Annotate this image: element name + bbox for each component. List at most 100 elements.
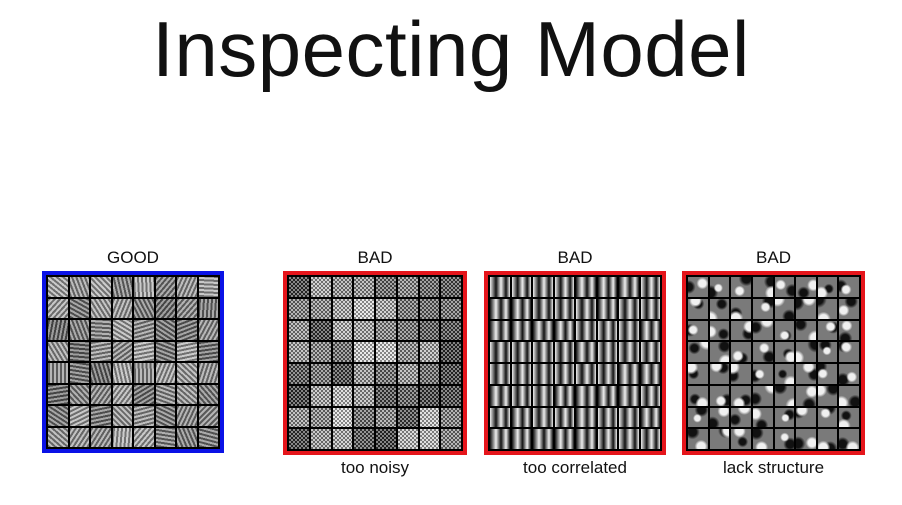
filter-cell <box>376 429 396 449</box>
filter-cell <box>576 298 596 319</box>
filter-cell <box>709 407 730 428</box>
filter-cell <box>796 407 816 428</box>
filter-cell <box>554 364 574 384</box>
filter-cell <box>554 320 574 341</box>
filter-cell <box>752 298 773 319</box>
filter-cell <box>640 385 660 406</box>
filter-cell <box>289 407 309 428</box>
filter-cell <box>376 342 396 362</box>
filter-cell <box>490 364 510 384</box>
filter-cell <box>817 407 838 428</box>
filter-cell <box>441 320 461 341</box>
filter-cell <box>332 407 353 428</box>
filter-cell <box>597 364 617 384</box>
filter-cell <box>332 364 353 384</box>
filter-cell <box>376 320 396 341</box>
panel-too-correlated: BAD too correlated <box>484 248 666 480</box>
filter-cell <box>177 384 197 404</box>
filter-cell <box>310 364 331 384</box>
filter-cell <box>198 341 218 361</box>
filter-cell <box>774 298 795 319</box>
filter-cell <box>69 298 89 318</box>
filter-cell <box>490 277 510 297</box>
filter-cell <box>774 407 795 428</box>
filter-cell <box>112 406 132 426</box>
filter-cell <box>533 429 553 449</box>
filter-cell <box>752 429 773 449</box>
filter-cell <box>289 429 309 449</box>
filter-cell <box>91 363 111 383</box>
filter-cell <box>397 298 418 319</box>
filter-cell <box>533 364 553 384</box>
filter-cell <box>554 429 574 449</box>
filter-cell <box>839 385 859 406</box>
filter-cell <box>731 277 751 297</box>
filter-cell <box>289 342 309 362</box>
filter-cell <box>490 298 510 319</box>
filter-cell <box>134 277 154 297</box>
filter-cell <box>576 364 596 384</box>
filter-cell <box>576 429 596 449</box>
filter-cell <box>619 298 639 319</box>
filter-cell <box>576 385 596 406</box>
filter-cell <box>839 277 859 297</box>
filter-cell <box>533 385 553 406</box>
filter-cell <box>91 406 111 426</box>
filter-cell <box>112 298 132 318</box>
filter-cell <box>817 364 838 384</box>
filter-cell <box>752 385 773 406</box>
filter-cell <box>709 385 730 406</box>
filter-cell <box>177 277 197 297</box>
filter-grid <box>682 271 865 455</box>
filter-cell <box>289 364 309 384</box>
filter-cell <box>91 384 111 404</box>
filter-cell <box>91 427 111 447</box>
filter-cell <box>511 385 531 406</box>
filter-cell <box>69 363 89 383</box>
filter-cell <box>533 320 553 341</box>
filter-cell <box>619 385 639 406</box>
filter-cell <box>796 364 816 384</box>
filter-cell <box>419 385 440 406</box>
filter-cell <box>796 342 816 362</box>
filter-cell <box>112 363 132 383</box>
filter-cell <box>688 277 708 297</box>
filter-cell <box>688 342 708 362</box>
filter-cell <box>69 406 89 426</box>
filter-cell <box>597 298 617 319</box>
filter-cell <box>619 320 639 341</box>
filter-cell <box>419 407 440 428</box>
filter-cell <box>419 298 440 319</box>
filter-cell <box>376 364 396 384</box>
filter-cell <box>198 363 218 383</box>
filter-cell <box>332 277 353 297</box>
filter-cell <box>91 298 111 318</box>
filter-cell <box>48 363 68 383</box>
filter-cell <box>441 407 461 428</box>
filter-cell <box>796 385 816 406</box>
filter-cell <box>310 385 331 406</box>
filter-cell <box>709 277 730 297</box>
filter-cell <box>796 320 816 341</box>
filter-grid <box>283 271 467 455</box>
filter-cell <box>441 277 461 297</box>
panel-good: GOOD <box>42 248 224 458</box>
filter-cell <box>354 429 374 449</box>
filter-cell <box>731 429 751 449</box>
filter-cell <box>177 406 197 426</box>
panel-too-noisy: BAD too noisy <box>283 248 467 480</box>
filter-cell <box>155 363 175 383</box>
filter-cell <box>198 427 218 447</box>
panel-caption: too noisy <box>340 458 410 477</box>
filter-cell <box>731 342 751 362</box>
filter-cell <box>511 407 531 428</box>
filter-cell <box>839 429 859 449</box>
filter-cell <box>112 277 132 297</box>
filter-cell <box>397 364 418 384</box>
filter-cell <box>619 342 639 362</box>
filter-cell <box>112 320 132 340</box>
filter-cell <box>112 427 132 447</box>
filter-cell <box>533 342 553 362</box>
filter-cell <box>640 407 660 428</box>
filter-cell <box>332 385 353 406</box>
